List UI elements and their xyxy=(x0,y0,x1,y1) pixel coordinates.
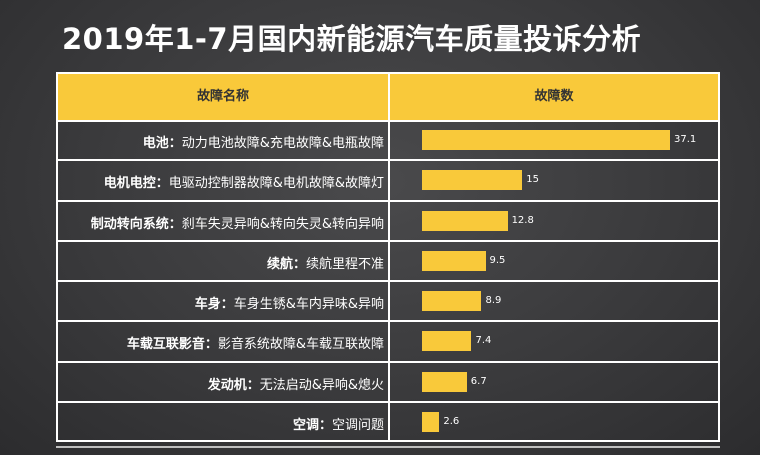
bar xyxy=(422,210,508,231)
row-separator xyxy=(58,159,718,162)
row-separator xyxy=(58,360,718,363)
bar-value-label: 15 xyxy=(526,174,539,186)
bar xyxy=(422,291,482,312)
row-label: 电池：动力电池故障&充电故障&电瓶故障 xyxy=(143,132,386,151)
bar-value-label: 12.8 xyxy=(511,214,534,226)
category-label: 发动机： xyxy=(207,377,260,393)
row-separator xyxy=(58,320,718,323)
category-detail: 刹车失灵异响&转向失灵&转向异响 xyxy=(181,216,384,232)
row-label: 发动机：无法启动&异响&熄火 xyxy=(208,374,386,393)
category-detail: 车身生锈&车内异味&异响 xyxy=(233,297,384,313)
category-label: 电机电控： xyxy=(103,176,169,192)
bar xyxy=(422,250,486,271)
header-fault-count: 故障数 xyxy=(534,89,574,104)
table-header: 故障名称 故障数 xyxy=(58,74,718,122)
row-label: 电机电控：电驱动控制器故障&电机故障&故障灯 xyxy=(104,172,386,191)
row-separator xyxy=(58,239,718,242)
bar-value-label: 8.9 xyxy=(485,295,502,307)
header-divider xyxy=(388,74,390,120)
category-label: 续航： xyxy=(266,256,306,272)
category-label: 空调： xyxy=(292,417,332,433)
row-separator xyxy=(58,400,718,403)
row-separator xyxy=(58,280,718,282)
page-title: 2019年1-7月国内新能源汽车质量投诉分析 xyxy=(62,22,642,56)
category-detail: 影音系统故障&车载互联故障 xyxy=(217,337,384,353)
bar xyxy=(422,170,523,191)
chart-table: 故障名称 故障数 电池：动力电池故障&充电故障&电瓶故障 37.1 电机电控：电驱动… xyxy=(56,72,720,442)
bar-value-label: 37.1 xyxy=(674,134,697,146)
row-label: 空调：空调问题 xyxy=(293,414,386,433)
bar xyxy=(422,371,467,392)
row-label: 车身：车身生锈&车内异味&异响 xyxy=(195,293,386,312)
bar xyxy=(422,331,472,352)
category-label: 车载互联影音： xyxy=(126,337,218,353)
bar-value-label: 9.5 xyxy=(489,254,506,266)
category-detail: 无法启动&异响&熄火 xyxy=(259,377,384,393)
bar-value-label: 6.7 xyxy=(470,375,487,387)
category-label: 制动转向系统： xyxy=(90,216,182,232)
bar xyxy=(422,411,440,432)
row-label: 车载互联影音：影音系统故障&车载互联故障 xyxy=(127,333,386,352)
bar-value-label: 2.6 xyxy=(443,415,460,427)
bar-value-label: 7.4 xyxy=(475,335,492,347)
category-detail: 动力电池故障&充电故障&电瓶故障 xyxy=(181,136,384,152)
category-label: 电池： xyxy=(142,136,182,152)
category-label: 车身： xyxy=(194,297,234,313)
row-label: 制动转向系统：刹车失灵异响&转向失灵&转向异响 xyxy=(91,213,386,232)
category-detail: 电驱动控制器故障&电机故障&故障灯 xyxy=(168,176,384,192)
category-detail: 空调问题 xyxy=(331,417,384,433)
header-fault-name: 故障名称 xyxy=(196,89,249,104)
row-label: 续航：续航里程不准 xyxy=(267,253,386,272)
bottom-divider xyxy=(56,446,720,448)
bar xyxy=(422,130,670,151)
row-separator xyxy=(58,199,718,202)
category-detail: 续航里程不准 xyxy=(305,256,384,272)
